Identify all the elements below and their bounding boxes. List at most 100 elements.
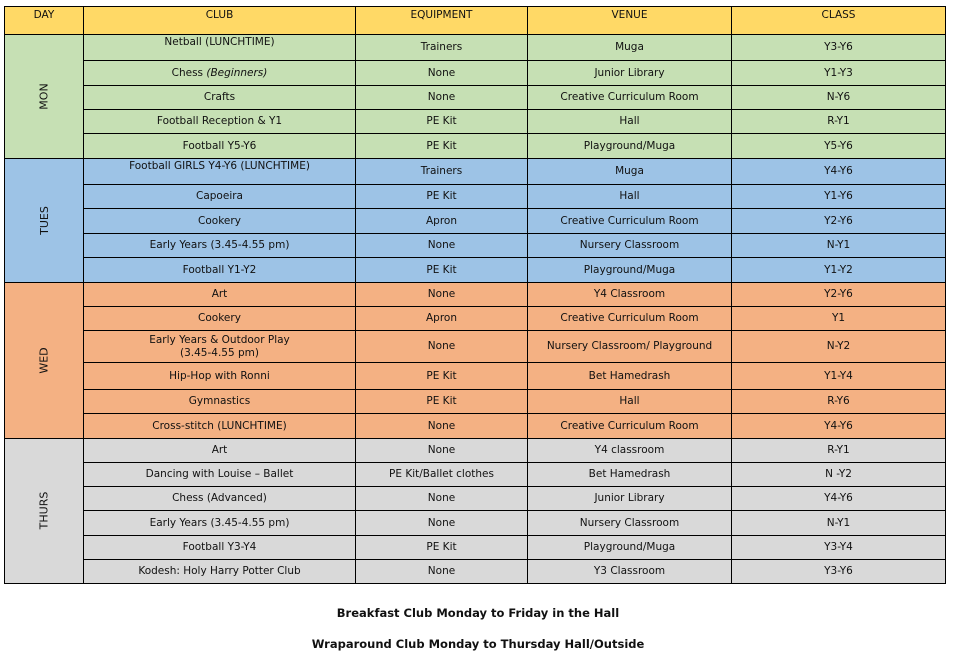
club-name: Dancing with Louise – Ballet [145, 468, 294, 480]
class-cell: N-Y1 [731, 233, 946, 258]
day-label: MON [37, 82, 51, 110]
equipment-cell: Apron [355, 306, 528, 331]
club-name: Cookery [198, 214, 241, 227]
club-name: Football GIRLS Y4-Y6 (LUNCHTIME) [129, 160, 310, 172]
club-cell: Capoeira [83, 184, 356, 209]
equipment-cell: PE Kit [355, 109, 528, 134]
class-cell: Y4-Y6 [731, 158, 946, 185]
club-name: Hip-Hop with Ronni [169, 369, 270, 382]
class-cell: Y4-Y6 [731, 413, 946, 439]
club-cell: Art [83, 282, 356, 307]
venue-cell: Creative Curriculum Room [527, 208, 732, 234]
club-name: Cross-stitch (LUNCHTIME) [152, 419, 287, 432]
equipment-cell: Apron [355, 208, 528, 234]
venue-cell: Hall [527, 184, 732, 209]
equipment-cell: None [355, 438, 528, 463]
table-row: Chess (Advanced) None Junior Library Y4-Y6 [4, 486, 946, 511]
club-note: (Beginners) [206, 66, 268, 79]
class-cell: N-Y2 [731, 330, 946, 363]
venue-cell: Nursery Classroom [527, 510, 732, 536]
equipment-cell: None [355, 559, 528, 584]
table-body: MON Netball (LUNCHTIME) Trainers Muga Y3-Y6 C… [4, 34, 946, 584]
equipment-cell: PE Kit [355, 535, 528, 560]
club-cell: Netball (LUNCHTIME) [83, 34, 356, 61]
table-row: Crafts None Creative Curriculum Room N-Y6 [4, 85, 946, 110]
table-row: Hip-Hop with Ronni PE Kit Bet Hamedrash Y1-… [4, 362, 946, 390]
equipment-cell: None [355, 330, 528, 363]
table-row: Football Y1-Y2 PE Kit Playground/Muga Y1-Y2 [4, 257, 946, 283]
club-cell: Hip-Hop with Ronni [83, 362, 356, 390]
day-cell: WED [4, 282, 84, 439]
club-cell: Art [83, 438, 356, 463]
club-cell: Chess (Advanced) [83, 486, 356, 511]
day-label: THURS [37, 491, 51, 530]
table-row: MON Netball (LUNCHTIME) Trainers Muga Y3-Y6 [4, 34, 946, 159]
table-row: THURS Art None Y4 classroom R-Y1 [4, 438, 946, 584]
class-cell: N-Y6 [731, 85, 946, 110]
class-cell: Y3-Y6 [731, 34, 946, 61]
class-cell: Y1-Y6 [731, 184, 946, 209]
table-row: Football Y3-Y4 PE Kit Playground/Muga Y3-Y4 [4, 535, 946, 560]
class-cell: R-Y6 [731, 389, 946, 414]
header-equipment: EQUIPMENT [355, 6, 528, 35]
class-cell: Y5-Y6 [731, 133, 946, 159]
club-cell: Crafts [83, 85, 356, 110]
club-time: (3.45-4.55 pm) [180, 346, 259, 359]
club-cell: Cross-stitch (LUNCHTIME) [83, 413, 356, 439]
header-venue: VENUE [527, 6, 732, 35]
day-cell: MON [4, 34, 84, 159]
equipment-cell: PE Kit [355, 362, 528, 390]
class-cell: R-Y1 [731, 109, 946, 134]
table-row: Early Years & Outdoor Play (3.45-4.55 pm)… [4, 330, 946, 363]
venue-cell: Hall [527, 109, 732, 134]
venue-cell: Nursery Classroom [527, 233, 732, 258]
table-row: Cookery Apron Creative Curriculum Room Y1 [4, 306, 946, 331]
club-cell: Football GIRLS Y4-Y6 (LUNCHTIME) [83, 158, 356, 185]
club-name: Capoeira [196, 190, 243, 202]
venue-cell: Y3 Classroom [527, 559, 732, 584]
class-cell: Y1-Y4 [731, 362, 946, 390]
table-row: Kodesh: Holy Harry Potter Club None Y3 Cla… [4, 559, 946, 584]
equipment-cell: None [355, 85, 528, 110]
club-name: Football Reception & Y1 [156, 115, 283, 127]
club-cell: Football Reception & Y1 [83, 109, 356, 134]
club-name: Art [211, 288, 228, 300]
club-name: Football Y1-Y2 [182, 263, 257, 276]
equipment-cell: Trainers [355, 34, 528, 61]
club-cell: Chess (Beginners) [83, 60, 356, 86]
day-cell: TUES [4, 158, 84, 283]
club-name: Chess (Advanced) [172, 492, 267, 504]
venue-cell: Muga [527, 34, 732, 61]
venue-cell: Creative Curriculum Room [527, 85, 732, 110]
club-name: Football Y5-Y6 [182, 139, 257, 152]
club-name: Kodesh: Holy Harry Potter Club [138, 565, 301, 577]
class-cell: Y2-Y6 [731, 282, 946, 307]
venue-cell: Junior Library [527, 60, 732, 86]
club-cell: Early Years (3.45-4.55 pm) [83, 233, 356, 258]
club-cell: Football Y3-Y4 [83, 535, 356, 560]
class-cell: Y2-Y6 [731, 208, 946, 234]
equipment-cell: None [355, 233, 528, 258]
venue-cell: Muga [527, 158, 732, 185]
equipment-cell: PE Kit [355, 133, 528, 159]
header-class: CLASS [731, 6, 946, 35]
club-name: Crafts [203, 91, 236, 103]
clubs-table: DAY CLUB EQUIPMENT VENUE CLASS MON Netbal… [4, 6, 946, 584]
venue-cell: Y4 classroom [527, 438, 732, 463]
day-label: WED [37, 346, 51, 374]
venue-cell: Bet Hamedrash [527, 362, 732, 390]
club-name: Cookery [198, 312, 241, 324]
class-cell: Y1 [731, 306, 946, 331]
club-cell: Dancing with Louise – Ballet [83, 462, 356, 487]
venue-cell: Playground/Muga [527, 257, 732, 283]
equipment-cell: None [355, 282, 528, 307]
header-row: DAY CLUB EQUIPMENT VENUE CLASS [4, 6, 946, 35]
venue-cell: Y4 Classroom [527, 282, 732, 307]
equipment-cell: None [355, 413, 528, 439]
class-cell: N -Y2 [731, 462, 946, 487]
venue-cell: Playground/Muga [527, 133, 732, 159]
venue-cell: Hall [527, 389, 732, 414]
club-cell: Early Years & Outdoor Play (3.45-4.55 pm) [83, 330, 356, 363]
equipment-cell: Trainers [355, 158, 528, 185]
class-cell: Y1-Y2 [731, 257, 946, 283]
